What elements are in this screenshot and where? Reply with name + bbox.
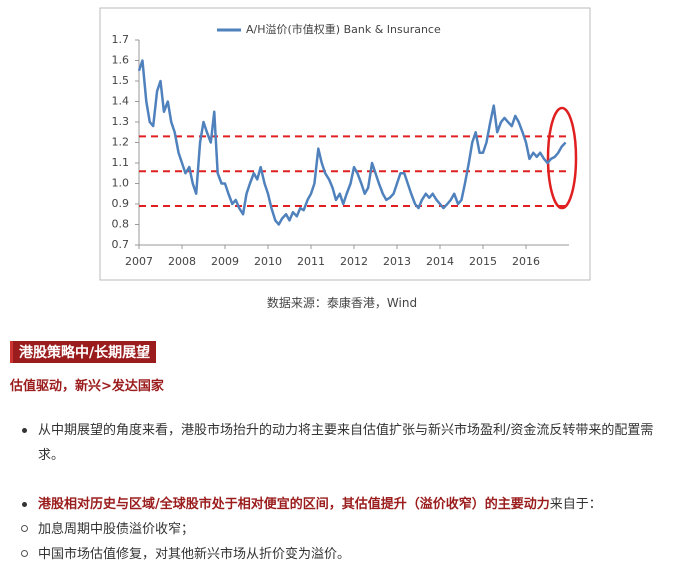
y-tick-label: 1.6 <box>112 54 130 67</box>
x-tick-label: 2015 <box>469 255 497 268</box>
sub-bullet-text: 加息周期中股债溢价收窄； <box>38 522 195 537</box>
x-tick-label: 2008 <box>168 255 196 268</box>
bullet: 从中期展望的角度来看，港股市场抬升的动力将主要来自估值扩张与新兴市场盈利/资金流… <box>22 418 674 468</box>
x-tick-label: 2013 <box>383 255 411 268</box>
x-tick-label: 2016 <box>512 255 540 268</box>
x-tick-label: 2014 <box>426 255 454 268</box>
y-tick-label: 1.3 <box>112 115 130 128</box>
bullet-bold: 港股相对历史与区域/全球股市处于相对便宜的区间，其估值提升（溢价收窄）的主要动力 <box>38 497 550 512</box>
x-tick-label: 2010 <box>254 255 282 268</box>
x-tick-label: 2012 <box>340 255 368 268</box>
y-tick-label: 1.5 <box>112 74 130 87</box>
bullet-text: 从中期展望的角度来看，港股市场抬升的动力将主要来自估值扩张与新兴市场盈利/资金流… <box>38 423 654 463</box>
sub-bullet: 加息周期中股债溢价收窄； <box>21 517 674 542</box>
sub-bullet: 中国市场估值修复，对其他新兴市场从折价变为溢价。 <box>21 542 674 567</box>
y-tick-label: 1.7 <box>112 33 130 46</box>
x-tick-label: 2011 <box>297 255 325 268</box>
x-tick-label: 2007 <box>125 255 153 268</box>
chart-frame <box>99 7 591 281</box>
caption: 数据来源：泰康香港，Wind <box>266 296 418 310</box>
bullet: 港股相对历史与区域/全球股市处于相对便宜的区间，其估值提升（溢价收窄）的主要动力… <box>22 492 674 517</box>
y-tick-label: 0.8 <box>112 218 130 231</box>
y-tick-label: 1.4 <box>112 95 130 108</box>
y-tick-label: 1.1 <box>112 156 130 169</box>
chart: 0.7 0.8 0.9 1.0 1.1 1.2 1.3 1.4 1.5 1.6 1.7 2007 200… <box>99 7 591 281</box>
y-tick-label: 1.2 <box>112 136 130 149</box>
y-tick-label: 1.0 <box>112 177 130 190</box>
sub-bullet-text: 中国市场估值修复，对其他新兴市场从折价变为溢价。 <box>38 547 351 562</box>
legend-label: A/H溢价(市值权重) Bank & Insurance <box>246 22 441 36</box>
highlight-ellipse <box>546 106 578 210</box>
y-tick-label: 0.9 <box>112 197 130 210</box>
subtitle: 估值驱动，新兴>发达国家 <box>10 379 164 394</box>
section-title: 港股策略中/长期展望 <box>10 341 157 363</box>
data-line <box>137 59 567 226</box>
y-tick-label: 0.7 <box>112 238 130 251</box>
x-tick-label: 2009 <box>211 255 239 268</box>
bullet-text: 来自于： <box>549 497 602 512</box>
